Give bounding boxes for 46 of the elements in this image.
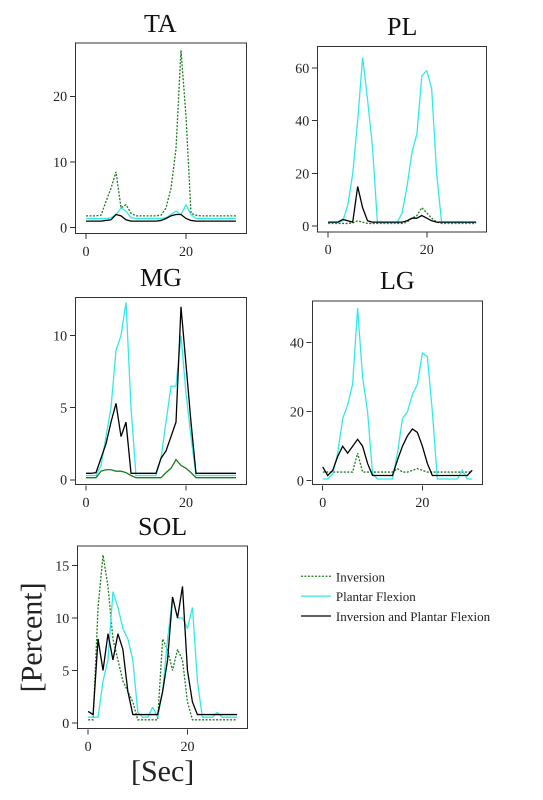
x-tick-label: 0 (319, 496, 326, 512)
y-tick-label: 10 (55, 612, 70, 627)
y-tick-label: 40 (290, 336, 304, 352)
y-tick-label: 20 (53, 90, 68, 106)
y-tick-label: 40 (295, 114, 310, 130)
y-tick-label: 10 (53, 156, 68, 171)
x-tick-label: 20 (415, 496, 430, 512)
y-tick-label: 0 (302, 220, 310, 235)
line-series (85, 458, 237, 478)
line-series (85, 204, 237, 220)
chart-title: LG (380, 266, 415, 295)
x-tick-label: 0 (324, 243, 332, 258)
line-series (327, 206, 477, 224)
y-tick-label: 10 (53, 330, 68, 345)
legend-label: Inversion (336, 569, 386, 584)
y-tick-label: 5 (60, 402, 68, 417)
x-tick-label: 20 (420, 243, 434, 258)
chart-title: MG (140, 263, 182, 292)
chart-title: PL (387, 12, 418, 41)
line-series (87, 554, 238, 720)
legend-label: Plantar Flexion (336, 589, 416, 604)
y-tick-label: 0 (60, 222, 68, 237)
y-tick-label: 20 (295, 167, 310, 182)
y-tick-label: 0 (60, 474, 68, 489)
line-series (85, 50, 237, 217)
x-tick-label: 20 (178, 496, 193, 512)
y-tick-label: 15 (55, 559, 70, 574)
y-tick-label: 0 (62, 716, 70, 732)
line-series (322, 452, 473, 473)
y-tick-label: 5 (62, 664, 70, 680)
x-axis-title: [Sec] (130, 755, 194, 788)
chart-title: TA (144, 9, 177, 38)
x-tick-label: 20 (178, 244, 193, 260)
y-axis-title: [Percent] (15, 582, 48, 692)
x-tick-label: 0 (82, 496, 90, 512)
chart-title: SOL (138, 512, 188, 541)
line-series (322, 428, 473, 476)
y-tick-label: 60 (295, 62, 310, 77)
line-series (322, 308, 473, 480)
legend-label: Inversion and Plantar Flexion (336, 609, 491, 624)
y-tick-label: 0 (296, 474, 304, 490)
x-tick-label: 0 (82, 244, 90, 260)
line-series (85, 214, 237, 222)
line-series (327, 186, 477, 223)
line-series (327, 56, 477, 224)
y-tick-label: 20 (290, 406, 304, 421)
